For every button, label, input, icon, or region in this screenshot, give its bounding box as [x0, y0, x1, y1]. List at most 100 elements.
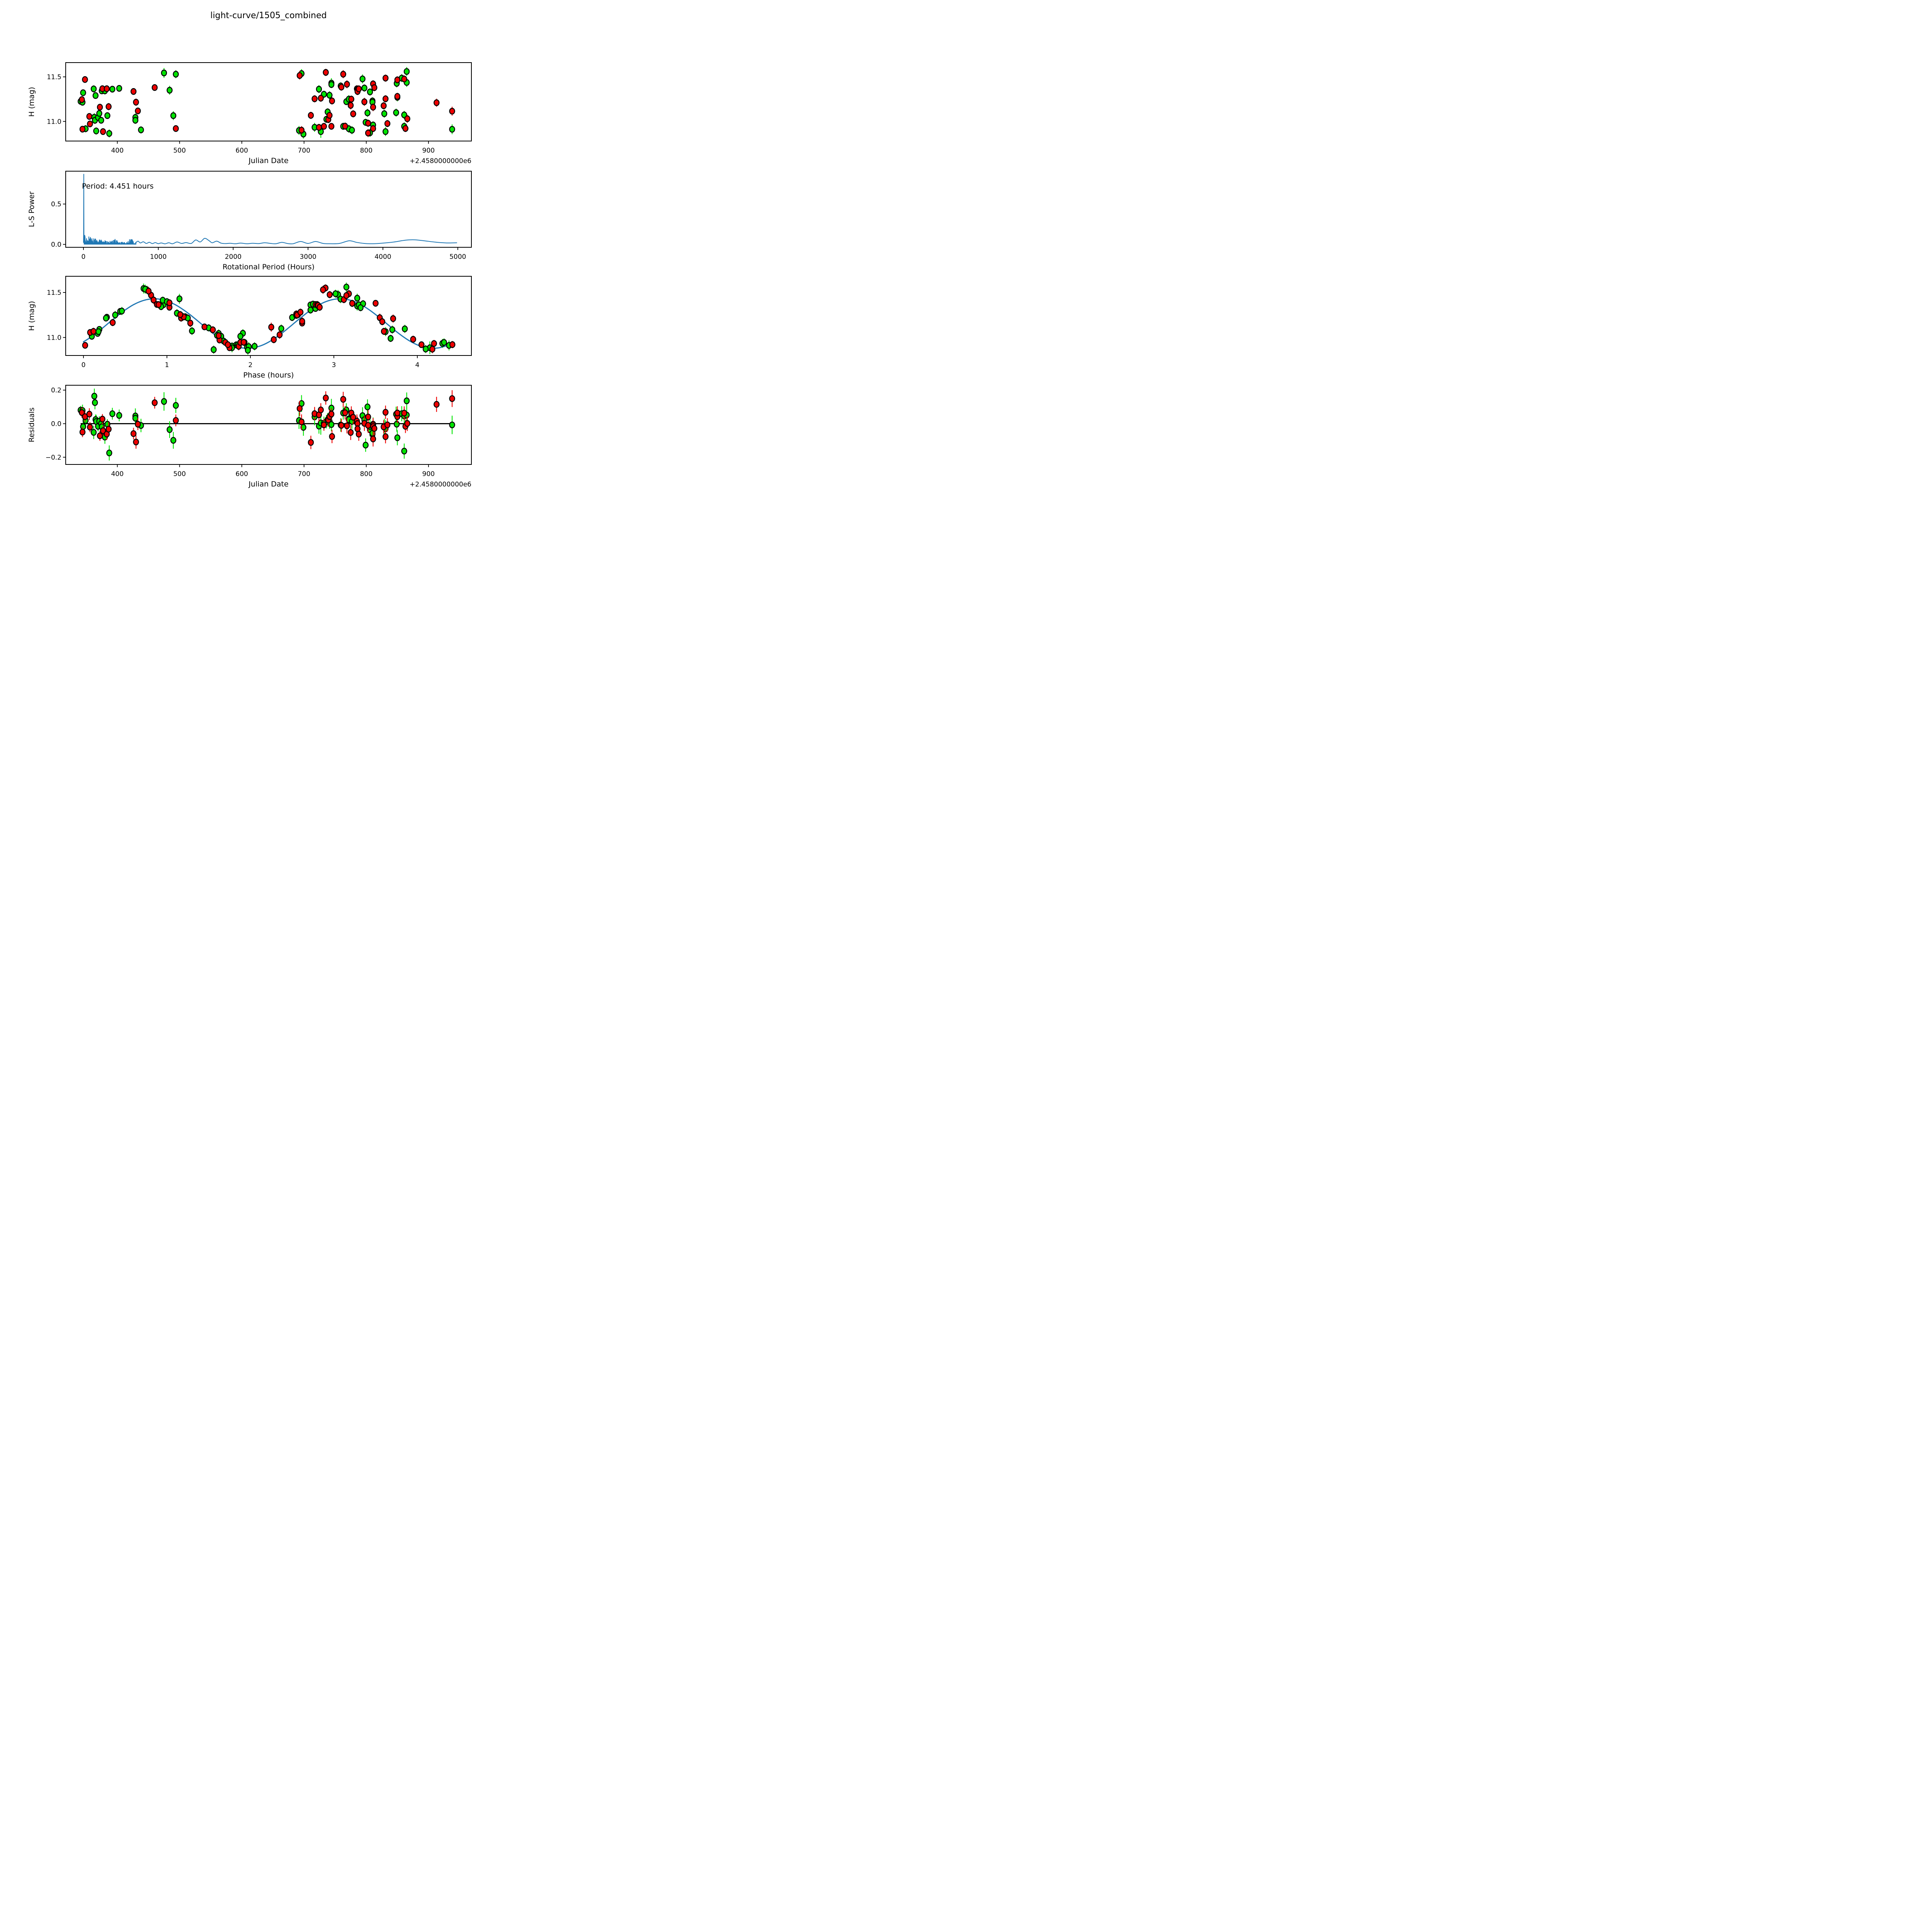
data-point — [95, 328, 102, 335]
data-point — [151, 399, 158, 406]
data-point — [342, 122, 348, 130]
data-point — [365, 422, 371, 429]
data-point — [449, 108, 455, 115]
data-point — [103, 315, 109, 322]
periodogram-plot-ticks: 0 1000 2000 3000 4000 5000 0.0 0.5 — [51, 201, 466, 261]
jd-magnitude-plot-frame — [65, 62, 472, 141]
data-point — [308, 112, 314, 119]
x-tick-label: 800 — [360, 470, 372, 478]
data-point — [389, 326, 395, 333]
data-point — [348, 95, 354, 103]
data-point — [138, 126, 144, 133]
data-point — [370, 125, 376, 132]
data-point — [105, 103, 112, 110]
data-point — [434, 401, 440, 408]
data-point — [449, 126, 455, 133]
data-point — [252, 343, 258, 350]
data-point — [449, 395, 455, 402]
data-point — [90, 429, 97, 436]
data-point — [328, 410, 335, 418]
data-point — [350, 110, 356, 117]
data-point — [361, 98, 367, 105]
data-point — [394, 77, 401, 83]
data-point — [342, 409, 348, 416]
data-point — [327, 92, 333, 99]
residuals-plot-frame — [65, 385, 472, 465]
data-point — [381, 110, 388, 117]
data-point — [298, 127, 305, 134]
y-tick-label: 0.0 — [51, 241, 61, 248]
data-point — [441, 339, 447, 346]
x-tick-label: 2 — [248, 361, 253, 369]
jd-magnitude-plot-x-offset-label: +2.4580000000e6 — [410, 157, 471, 165]
data-point — [307, 306, 314, 314]
data-point — [87, 121, 93, 128]
data-point — [135, 421, 141, 428]
phase-folded-plot-x-axis-label: Phase (hours) — [243, 371, 294, 379]
data-point — [355, 85, 362, 92]
data-point — [404, 420, 410, 427]
data-point — [176, 295, 183, 302]
data-point — [323, 69, 329, 76]
y-tick-label: 11.5 — [47, 289, 61, 297]
data-point — [92, 92, 99, 99]
data-point — [105, 425, 112, 433]
y-tick-label: 0.2 — [51, 387, 61, 395]
data-point — [431, 340, 437, 347]
data-point — [355, 430, 362, 438]
jd-magnitude-plot-ticks: 400 500 600 700 800 900 11.0 11.5 — [47, 73, 435, 155]
data-point — [357, 304, 364, 311]
data-point — [316, 124, 322, 131]
data-point — [418, 341, 425, 348]
periodogram-plot-y-axis-label: L-S Power — [27, 191, 36, 227]
data-point — [189, 327, 195, 335]
data-point — [278, 325, 284, 332]
data-point — [173, 402, 179, 409]
jd-magnitude-plot-y-axis-label: H (mag) — [27, 87, 36, 117]
data-point — [321, 123, 327, 130]
data-point — [133, 99, 139, 106]
data-point — [145, 287, 152, 295]
data-point — [383, 95, 389, 102]
data-point — [119, 308, 125, 315]
data-point — [327, 112, 333, 119]
y-tick-label: 11.5 — [47, 73, 61, 81]
data-point — [381, 328, 387, 335]
data-point — [90, 328, 97, 335]
data-point — [170, 437, 177, 444]
data-point — [347, 102, 354, 109]
data-point — [112, 311, 118, 318]
data-point — [365, 413, 371, 420]
data-point — [237, 333, 243, 340]
x-tick-label: 900 — [422, 147, 435, 155]
data-point — [92, 399, 98, 406]
data-point — [359, 75, 366, 82]
data-point — [270, 336, 277, 343]
data-point — [383, 433, 389, 440]
data-point — [87, 423, 93, 431]
data-point — [371, 425, 378, 432]
jd-magnitude-plot: 400 500 600 700 800 900 11.0 11.5 Julian Date H (… — [27, 62, 472, 165]
data-point — [132, 117, 139, 124]
x-tick-label: 2000 — [225, 253, 242, 261]
data-point — [177, 311, 184, 318]
data-point — [130, 430, 137, 437]
data-point — [340, 71, 346, 78]
data-point — [344, 422, 350, 429]
data-point — [328, 421, 335, 428]
data-point — [318, 95, 324, 102]
data-point — [362, 442, 369, 449]
data-point — [338, 83, 345, 91]
data-point — [298, 418, 305, 425]
data-point — [216, 332, 222, 339]
data-point — [80, 423, 86, 430]
data-point — [370, 435, 376, 442]
data-point — [297, 309, 304, 316]
data-point — [93, 128, 99, 134]
x-tick-label: 700 — [298, 147, 310, 155]
x-tick-label: 800 — [360, 147, 372, 155]
data-point — [97, 432, 103, 439]
data-point — [99, 415, 105, 423]
periodogram-plot: Period: 4.451 hours 0 1000 2000 3000 4000 5000… — [27, 171, 472, 271]
